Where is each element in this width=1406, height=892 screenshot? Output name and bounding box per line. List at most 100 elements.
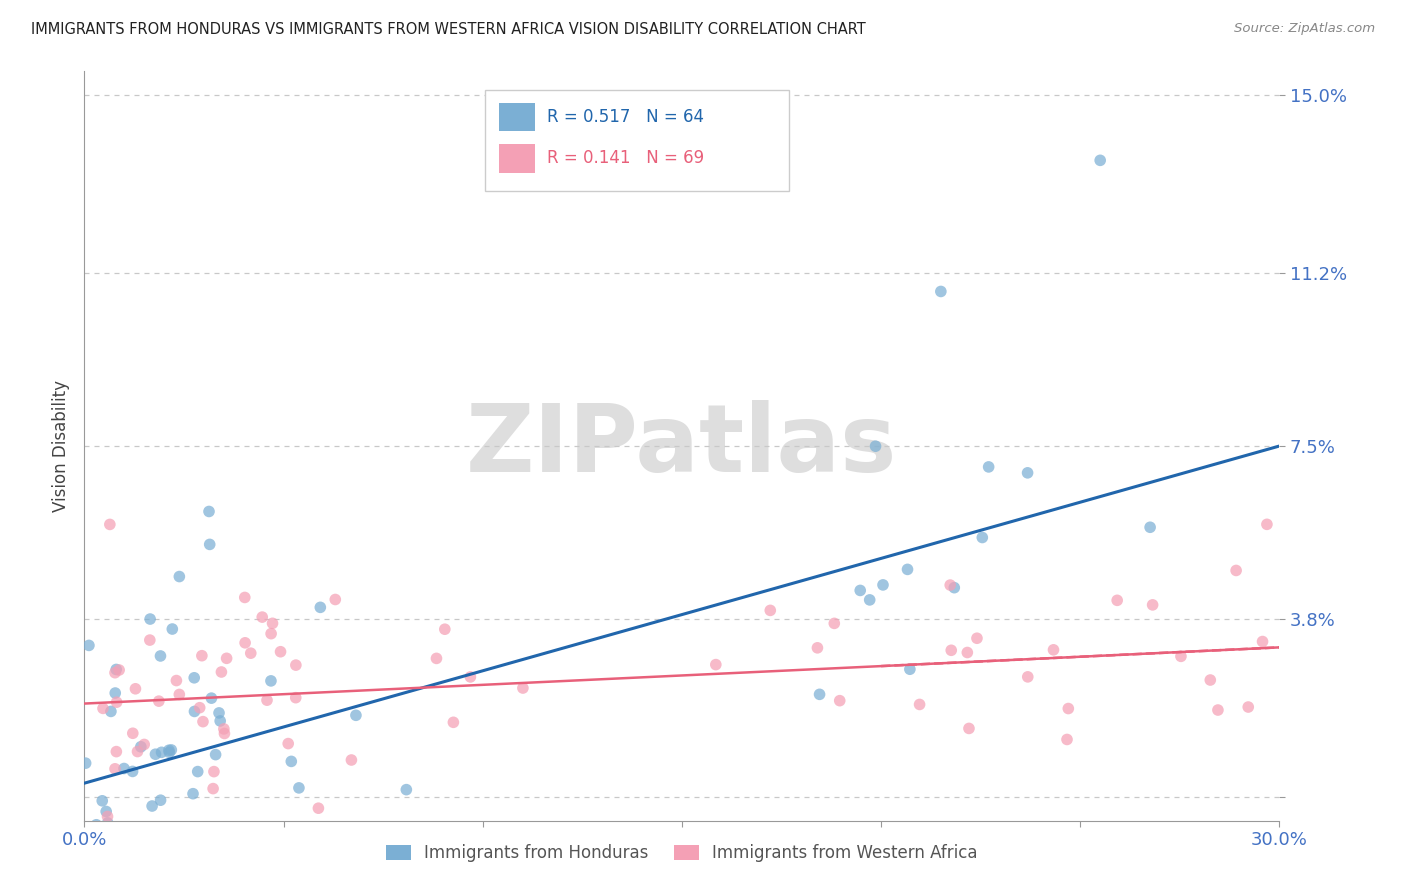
Point [280,755,302,769]
Point [105,695,128,709]
Point [86,874,108,888]
Point [288,780,311,795]
Point [808,687,831,701]
Point [172,856,194,871]
Point [966,632,988,646]
Point [145,854,167,868]
Text: R = 0.517   N = 64: R = 0.517 N = 64 [547,108,704,126]
Point [121,726,143,740]
Point [759,603,782,617]
Text: ZIPatlas: ZIPatlas [467,400,897,492]
Point [260,626,283,640]
Point [1107,593,1129,607]
Point [86,818,108,832]
Point [1056,732,1078,747]
Point [98,517,121,532]
Point [91,701,114,715]
Point [859,593,882,607]
Point [148,694,170,708]
Point [157,745,180,759]
Point [277,737,299,751]
Point [1017,466,1039,480]
Point [121,764,143,779]
Point [1139,520,1161,534]
Point [188,871,211,886]
Bar [499,144,534,172]
Point [104,762,127,776]
Point [939,578,962,592]
Point [169,688,191,702]
Point [181,870,204,884]
Point [972,531,994,545]
Point [233,636,256,650]
Point [202,764,225,779]
Point [127,745,149,759]
Point [828,693,851,707]
Point [233,591,256,605]
Point [191,648,214,663]
Point [129,739,152,754]
Text: Source: ZipAtlas.com: Source: ZipAtlas.com [1234,22,1375,36]
Point [956,646,979,660]
Point [977,459,1000,474]
Point [284,690,307,705]
Point [441,715,464,730]
Point [124,681,146,696]
Point [1017,670,1039,684]
Point [460,670,482,684]
Point [896,562,918,576]
Point [209,714,232,728]
Point [165,673,187,688]
Point [256,693,278,707]
Point [512,681,534,695]
Point [96,809,118,823]
Point [150,745,173,759]
Point [204,747,226,762]
Point [149,648,172,663]
Point [704,657,727,672]
Point [191,714,214,729]
Point [872,578,894,592]
Point [105,663,128,677]
Bar [499,103,534,131]
Point [309,600,332,615]
Point [173,847,195,861]
Point [307,801,329,815]
Point [1142,598,1164,612]
Point [908,698,931,712]
Point [157,743,180,757]
Point [100,705,122,719]
Point [252,610,274,624]
Point [105,874,128,888]
Point [139,633,162,648]
Point [929,285,952,299]
Point [344,708,367,723]
Text: IMMIGRANTS FROM HONDURAS VS IMMIGRANTS FROM WESTERN AFRICA VISION DISABILITY COR: IMMIGRANTS FROM HONDURAS VS IMMIGRANTS F… [31,22,866,37]
Point [340,753,363,767]
Point [425,651,447,665]
Point [1206,703,1229,717]
Point [433,622,456,636]
Point [183,671,205,685]
Point [270,645,292,659]
Point [75,756,97,771]
Point [105,745,128,759]
Point [91,794,114,808]
Point [865,439,887,453]
Point [1090,153,1112,168]
Point [97,849,120,863]
Point [1170,649,1192,664]
Point [162,622,184,636]
Point [395,782,418,797]
Point [943,581,966,595]
Point [200,691,222,706]
Point [323,592,346,607]
Point [104,665,127,680]
Point [160,743,183,757]
Point [149,793,172,807]
Point [134,738,156,752]
Point [215,651,238,665]
Point [188,700,211,714]
Point [183,705,205,719]
Y-axis label: Vision Disability: Vision Disability [52,380,70,512]
